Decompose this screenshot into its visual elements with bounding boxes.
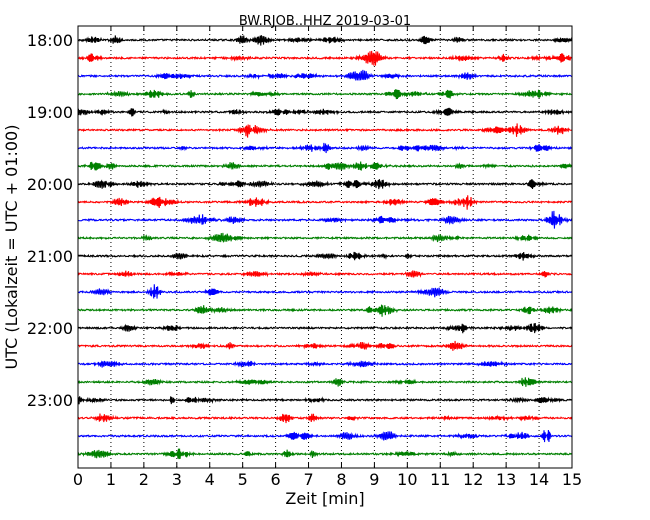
trace-group xyxy=(77,35,573,460)
x-tick-label: 1 xyxy=(106,470,116,489)
trace-1800 xyxy=(77,35,573,46)
trace-1930 xyxy=(77,142,573,154)
trace-2015 xyxy=(77,195,573,210)
trace-2230 xyxy=(77,360,573,369)
trace-2300 xyxy=(77,396,573,405)
x-tick-label: 5 xyxy=(238,470,248,489)
chart-title: BW.RJOB..HHZ 2019-03-01 xyxy=(239,14,411,29)
y-tick-label: 22:00 xyxy=(27,319,73,338)
trace-2200 xyxy=(77,322,573,334)
trace-2115 xyxy=(77,270,573,279)
trace-1845 xyxy=(77,89,573,100)
x-tick-label: 7 xyxy=(303,470,313,489)
y-tick-label: 21:00 xyxy=(27,247,73,266)
trace-2315 xyxy=(77,413,573,424)
y-axis: 18:00 19:00 20:00 21:00 22:00 23:00 xyxy=(27,31,572,410)
x-tick-label: 3 xyxy=(172,470,182,489)
x-tick-label: 11 xyxy=(430,470,450,489)
y-tick-label: 18:00 xyxy=(27,31,73,50)
x-tick-label: 13 xyxy=(496,470,516,489)
x-tick-label: 12 xyxy=(463,470,483,489)
x-tick-label: 6 xyxy=(271,470,281,489)
trace-2045 xyxy=(77,232,573,243)
trace-2130 xyxy=(77,284,573,299)
y-tick-label: 20:00 xyxy=(27,175,73,194)
trace-2245 xyxy=(77,377,573,387)
x-tick-label: 4 xyxy=(205,470,215,489)
trace-1830 xyxy=(77,69,573,81)
trace-1945 xyxy=(77,161,573,171)
x-tick-label: 2 xyxy=(139,470,149,489)
trace-1915 xyxy=(77,123,573,138)
y-tick-label: 19:00 xyxy=(27,103,73,122)
x-tick-label: 10 xyxy=(397,470,417,489)
trace-2000 xyxy=(77,178,573,190)
trace-2330 xyxy=(77,429,573,443)
x-tick-label: 0 xyxy=(73,470,83,489)
trace-2345 xyxy=(77,448,573,460)
x-tick-label: 8 xyxy=(336,470,346,489)
trace-2145 xyxy=(77,304,573,317)
x-axis-label: Zeit [min] xyxy=(285,489,364,508)
trace-2100 xyxy=(77,251,573,261)
trace-1900 xyxy=(77,107,573,117)
grid-lines xyxy=(110,26,540,468)
x-tick-label: 14 xyxy=(529,470,549,489)
y-axis-label: UTC (Lokalzeit = UTC + 01:00) xyxy=(2,125,21,370)
trace-2030 xyxy=(77,210,573,229)
y-tick-label: 23:00 xyxy=(27,391,73,410)
trace-2215 xyxy=(77,340,573,351)
x-tick-label: 9 xyxy=(369,470,379,489)
x-axis: 0 1 2 3 4 5 6 7 8 9 10 11 12 13 14 15 xyxy=(73,26,582,489)
x-tick-label: 15 xyxy=(562,470,582,489)
plot-frame xyxy=(77,25,573,469)
trace-1815 xyxy=(77,50,573,66)
